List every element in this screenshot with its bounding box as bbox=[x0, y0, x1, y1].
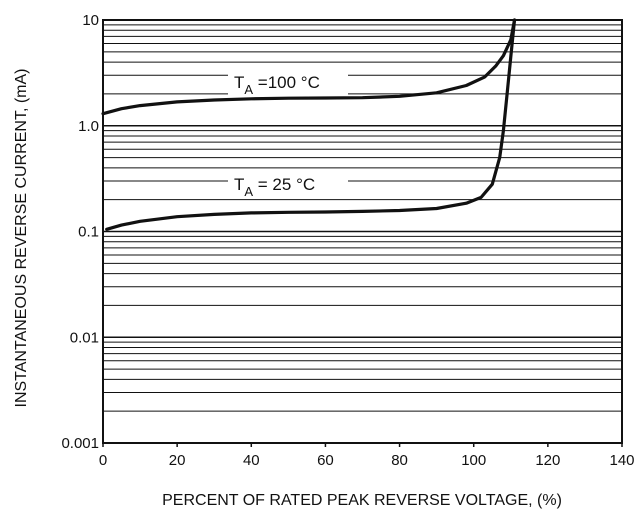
curve-label-main: T bbox=[234, 73, 244, 92]
curve-label-rest: = 25 °C bbox=[253, 175, 315, 194]
x-tick-label: 40 bbox=[243, 452, 260, 469]
x-axis-label: PERCENT OF RATED PEAK REVERSE VOLTAGE, (… bbox=[162, 492, 562, 509]
series-curve bbox=[103, 20, 515, 114]
x-tick-label: 100 bbox=[461, 452, 486, 469]
x-tick-label: 140 bbox=[609, 452, 634, 469]
y-axis-label: INSTANTANEOUS REVERSE CURRENT, (mA) bbox=[13, 69, 30, 408]
y-tick-label: 10 bbox=[82, 12, 99, 29]
curve-labels: TA =100 °CTA = 25 °C bbox=[228, 71, 348, 199]
y-tick-label: 0.1 bbox=[78, 224, 99, 241]
curve-label-subscript: A bbox=[244, 82, 253, 97]
x-tick-label: 60 bbox=[317, 452, 334, 469]
curve-label-subscript: A bbox=[244, 184, 253, 199]
y-tick-label: 0.001 bbox=[61, 435, 99, 452]
x-tick-label: 20 bbox=[169, 452, 186, 469]
y-tick-label: 0.01 bbox=[70, 329, 99, 346]
y-tick-label: 1.0 bbox=[78, 118, 99, 135]
x-tick-label: 0 bbox=[99, 452, 107, 469]
x-tick-label: 120 bbox=[535, 452, 560, 469]
x-tick-label: 80 bbox=[391, 452, 408, 469]
curve-label-main: T bbox=[234, 175, 244, 194]
curve-label-rest: =100 °C bbox=[253, 73, 320, 92]
grid-lines bbox=[103, 25, 622, 443]
